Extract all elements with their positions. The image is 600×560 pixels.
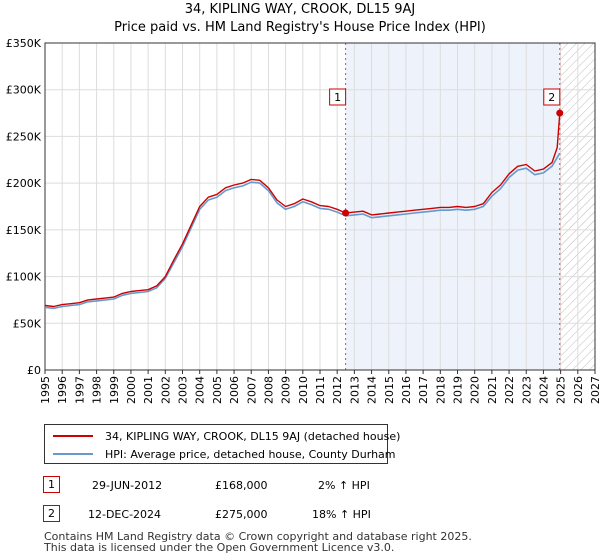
x-tick-label: 2025: [555, 376, 568, 404]
legend-label-hpi: HPI: Average price, detached house, Coun…: [105, 447, 396, 461]
x-tick-label: 1995: [39, 376, 52, 404]
x-tick-label: 2006: [228, 376, 241, 404]
y-tick-label: £50K: [13, 317, 42, 330]
legend-swatch-hpi: [53, 453, 93, 455]
sale-row-1: 1 29-JUN-2012 £168,000 2% ↑ HPI: [0, 476, 600, 496]
price-chart: £0 £50K £100K £150K £200K £250K £300K £350K 1995…: [6, 37, 600, 404]
sale-date: 12-DEC-2024: [88, 508, 162, 521]
sale-row-2: 2 12-DEC-2024 £275,000 18% ↑ HPI: [0, 505, 600, 525]
sale-point: [342, 209, 350, 217]
property-series-line: [44, 113, 561, 308]
footer-attribution: Contains HM Land Registry data © Crown c…: [44, 531, 584, 553]
x-tick-label: 1997: [73, 376, 86, 404]
plot-area: £0 £50K £100K £150K £200K £250K £300K £350K 1995…: [6, 37, 600, 404]
legend-item-property: 34, KIPLING WAY, CROOK, DL15 9AJ (detach…: [53, 427, 400, 445]
x-tick-label: 2024: [537, 376, 550, 404]
chart-legend: 34, KIPLING WAY, CROOK, DL15 9AJ (detach…: [44, 424, 400, 464]
x-tick-label: 1998: [91, 376, 104, 404]
x-tick-label: 2022: [503, 376, 516, 404]
legend-swatch-property: [53, 435, 93, 437]
x-tick-label: 2020: [469, 376, 482, 404]
x-tick-label: 2015: [383, 376, 396, 404]
x-tick-label: 2021: [486, 376, 499, 404]
sale-price: £275,000: [215, 508, 268, 521]
x-tick-label: 2013: [348, 376, 361, 404]
x-tick-label: 2026: [572, 376, 585, 404]
y-tick-label: £300K: [6, 84, 42, 97]
x-tick-label: 2023: [520, 376, 533, 404]
y-tick-label: £100K: [6, 271, 42, 284]
plot-frame: [44, 42, 596, 371]
sale-marker-box: [329, 88, 347, 106]
sale-date: 29-JUN-2012: [92, 479, 163, 492]
x-tick-label: 2018: [434, 376, 447, 404]
chart-title: 34, KIPLING WAY, CROOK, DL15 9AJ: [184, 2, 416, 17]
y-tick-label: £250K: [6, 130, 42, 143]
x-tick-label: 2027: [589, 376, 600, 404]
x-tick-label: 2003: [177, 376, 190, 404]
x-tick-label: 2019: [452, 376, 465, 404]
x-tick-label: 2004: [194, 376, 207, 404]
sale-number-badge: 2: [43, 505, 60, 522]
legend-item-hpi: HPI: Average price, detached house, Coun…: [53, 445, 396, 463]
sale-marker-label: 1: [334, 91, 341, 104]
sale-price: £168,000: [215, 479, 268, 492]
x-tick-label: 2016: [400, 376, 413, 404]
x-tick-label: 2011: [314, 376, 327, 404]
x-tick-label: 2017: [417, 376, 430, 404]
y-tick-label: £0: [27, 364, 41, 377]
legend-label-property: 34, KIPLING WAY, CROOK, DL15 9AJ (detach…: [105, 429, 401, 443]
sale-hpi-change: 18% ↑ HPI: [312, 508, 371, 521]
x-tick-label: 2002: [159, 376, 172, 404]
footer-line-2: This data is licensed under the Open Gov…: [44, 541, 395, 554]
footer-line-1: Contains HM Land Registry data © Crown c…: [44, 530, 472, 543]
x-tick-label: 2001: [142, 376, 155, 404]
hpi-series-line: [44, 152, 561, 310]
sale-hpi-change: 2% ↑ HPI: [318, 479, 370, 492]
y-tick-label: £350K: [6, 37, 42, 50]
y-tick-label: £200K: [6, 177, 42, 190]
x-tick-label: 2009: [280, 376, 293, 404]
y-tick-label: £150K: [6, 224, 42, 237]
x-tick-label: 2008: [262, 376, 275, 404]
chart-subtitle: Price paid vs. HM Land Registry's House …: [114, 20, 486, 35]
x-tick-label: 2010: [297, 376, 310, 404]
sale-point: [556, 109, 564, 117]
x-tick-label: 1996: [56, 376, 69, 404]
sale-marker-label: 2: [548, 91, 555, 104]
x-tick-label: 2000: [125, 376, 138, 404]
x-tick-label: 2012: [331, 376, 344, 404]
x-tick-label: 1999: [108, 376, 121, 404]
x-tick-label: 2014: [366, 376, 379, 404]
sale-number-badge: 1: [43, 476, 60, 493]
sale-marker-box: [543, 88, 561, 106]
x-tick-label: 2005: [211, 376, 224, 404]
x-tick-label: 2007: [245, 376, 258, 404]
